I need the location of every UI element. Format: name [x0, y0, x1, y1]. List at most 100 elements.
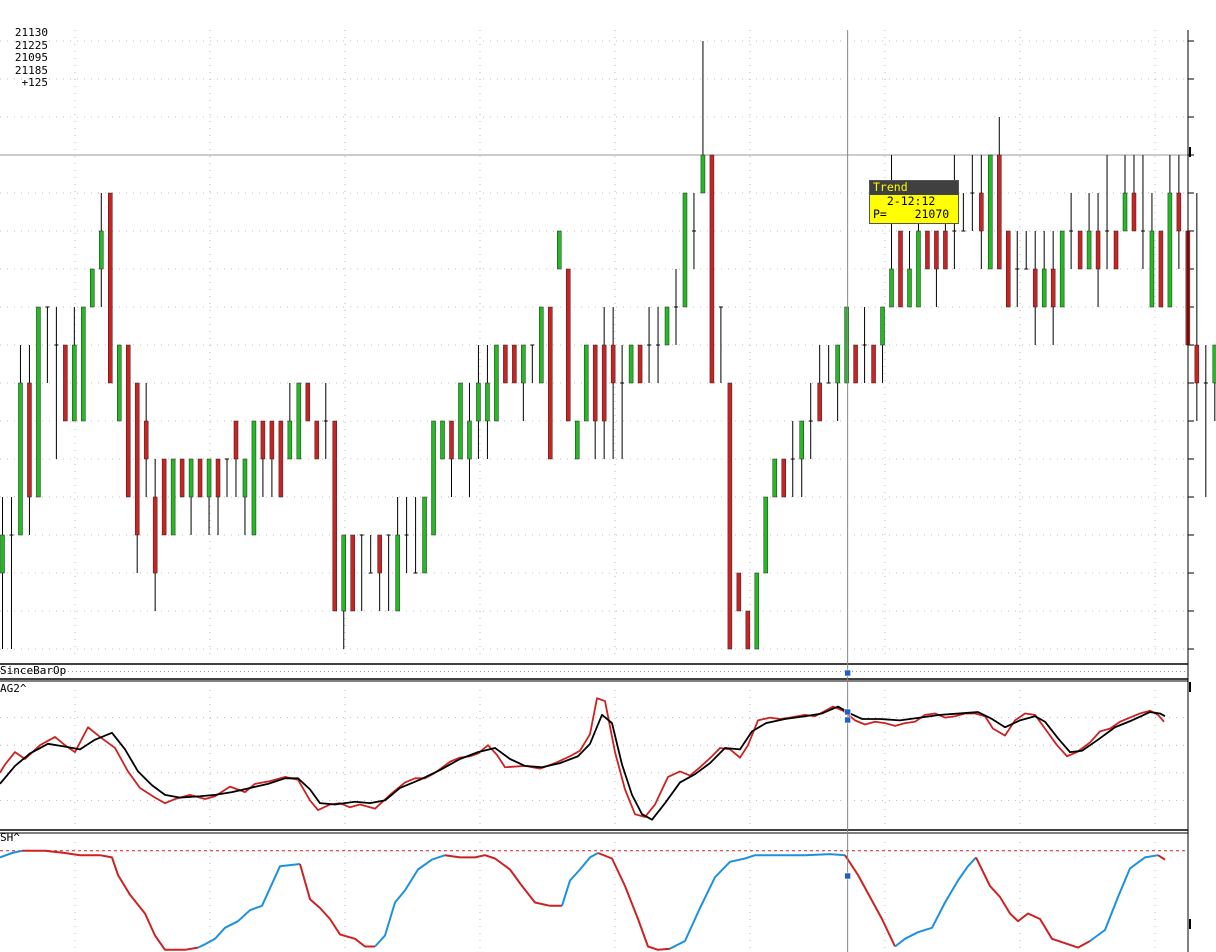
candle-down: [1077, 230, 1083, 270]
crosshair-marker: [844, 872, 851, 880]
candle-down: [1006, 230, 1011, 308]
candle-down: [278, 420, 284, 498]
since-bar-pane-label: SinceBarOp: [0, 664, 67, 677]
candle-up: [799, 420, 804, 460]
candle-up: [0, 534, 5, 574]
candle-up: [116, 344, 122, 422]
candle-down: [565, 268, 571, 422]
candle-up: [458, 382, 463, 460]
tooltip-price-value: 21070: [914, 207, 950, 221]
info-line: +125: [21, 76, 49, 89]
candle-up: [916, 230, 921, 308]
candle-down: [305, 382, 311, 422]
sh-series-segment: [22, 849, 199, 951]
info-line: 21130: [14, 26, 48, 39]
candle-up: [81, 306, 86, 422]
candle-up: [287, 420, 293, 460]
sh-series-segment: [374, 854, 446, 948]
candle-down: [637, 344, 643, 384]
candle-down: [1050, 268, 1056, 308]
crosshair-marker: [844, 708, 851, 716]
candle-up: [880, 306, 885, 346]
candle-down: [925, 230, 930, 270]
candle-up: [700, 154, 706, 194]
candle-down: [332, 420, 338, 612]
crosshair-marker: [844, 669, 851, 677]
info-line: 21185: [14, 63, 48, 77]
candle-down: [853, 344, 858, 384]
candle-down: [161, 458, 167, 536]
candle-down: [548, 306, 553, 460]
candle-down: [512, 344, 517, 384]
candle-up: [763, 496, 769, 574]
candle-down: [215, 458, 221, 498]
candle-up: [431, 420, 436, 536]
sh-series-segment: [444, 854, 562, 907]
candle-down: [125, 344, 131, 498]
candle-up: [36, 306, 41, 498]
sh-series-segment: [894, 856, 977, 948]
sh-series-segment: [0, 849, 23, 859]
sh-series-segment: [1089, 854, 1159, 942]
candle-up: [907, 268, 912, 308]
candle-up: [988, 154, 993, 270]
sh-series-segment: [1157, 854, 1166, 861]
candle-down: [709, 154, 715, 384]
candle-down: [736, 572, 742, 612]
candle-up: [1041, 268, 1047, 308]
candle-up: [476, 382, 481, 422]
candle-down: [1158, 230, 1164, 308]
candle-up: [99, 230, 104, 270]
candle-down: [997, 154, 1002, 270]
candle-down: [108, 192, 113, 384]
candle-down: [943, 230, 948, 270]
candle-down: [260, 420, 266, 460]
trend-tooltip: Trend 2-12:12 P= 21070: [869, 180, 959, 224]
grid-layer: [0, 30, 1194, 952]
candle-up: [1167, 192, 1173, 308]
candle-down: [152, 496, 158, 574]
candle-down: [1194, 344, 1200, 384]
sh-indicator-pane: [0, 849, 1188, 951]
candle-down: [233, 420, 239, 460]
ag2-series-line: [0, 705, 1166, 821]
candle-up: [242, 458, 248, 498]
candle-up: [1086, 230, 1092, 270]
candle-up: [485, 382, 490, 422]
tooltip-price-prefix: P=: [873, 207, 887, 221]
candle-down: [503, 344, 508, 384]
sh-series-segment: [197, 863, 301, 949]
candle-down: [781, 458, 787, 498]
candle-up: [188, 458, 194, 498]
candle-up: [395, 534, 400, 612]
candle-up: [521, 344, 526, 384]
candle-down: [350, 534, 355, 612]
candle-down: [449, 420, 454, 460]
ag2-pane-label: AG2^: [0, 682, 27, 695]
candle-up: [1212, 344, 1216, 384]
candle-down: [143, 420, 149, 460]
ag2-series-line: [0, 697, 1165, 818]
candle-up: [1149, 230, 1155, 308]
candle-down: [1176, 192, 1182, 232]
candle-up: [772, 458, 778, 498]
crosshair: [844, 30, 851, 952]
candle-down: [377, 534, 382, 574]
candle-down: [1032, 268, 1038, 308]
candle-up: [90, 268, 95, 308]
sh-series-segment: [561, 852, 599, 907]
candle-up: [1059, 230, 1065, 308]
candle-down: [269, 420, 275, 460]
sh-pane-label: SH^: [0, 831, 20, 844]
candle-down: [727, 382, 733, 650]
candle-up: [1122, 192, 1128, 232]
candle-up: [539, 306, 544, 384]
candle-down: [197, 458, 203, 498]
candle-up: [754, 572, 760, 650]
candle-up: [72, 344, 77, 422]
candle-down: [1131, 192, 1137, 232]
price-info-lines: 21130 21225 21095 21185 +125: [4, 26, 49, 90]
candle-down: [179, 458, 185, 498]
candle-up: [206, 458, 212, 498]
